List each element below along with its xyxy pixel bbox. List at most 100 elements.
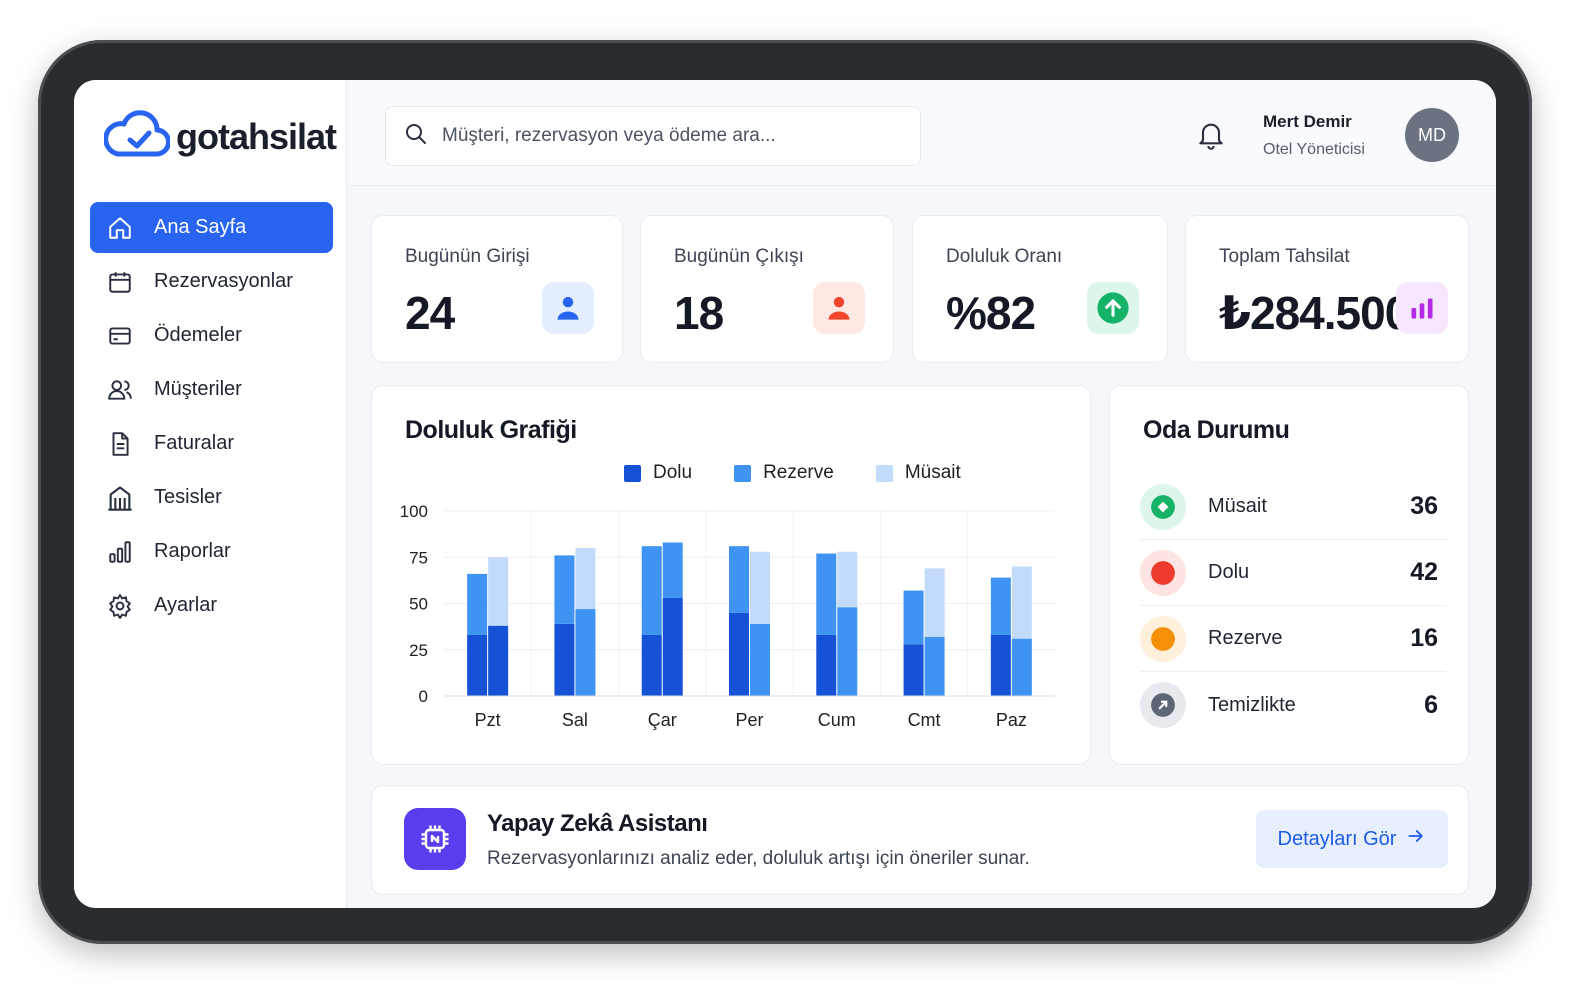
x-tick-label: Paz [996,710,1027,730]
topbar: Mert Demir Otel Yöneticisi MD [347,80,1496,186]
bar-dolu [641,634,662,696]
room-status-row-rezerve[interactable]: Rezerve 16 [1140,606,1446,672]
bar-dolu [903,644,924,696]
cloud-logo-icon [103,110,171,163]
room-status-row-temizlikte[interactable]: Temizlikte 6 [1140,672,1446,738]
sidebar-item-rezervasyonlar[interactable]: Rezervasyonlar [90,256,333,307]
bar-müsait [575,548,596,610]
cleaning-icon [1140,682,1186,728]
sidebar-item-label: Rezervasyonlar [154,270,293,292]
ai-assistant-card: Yapay Zekâ Asistanı Rezervasyonlarınızı … [371,785,1469,895]
search-input[interactable] [442,125,902,147]
details-button[interactable]: Detayları Gör [1256,810,1448,868]
x-tick-label: Per [735,710,763,730]
calendar-icon [106,268,134,296]
chart-legend: Dolu Rezerve Müsait [624,462,961,484]
stat-card-checkin[interactable]: Bugünün Girişi 24 [371,215,623,363]
sidebar-item-raporlar[interactable]: Raporlar [90,526,333,577]
bar-chart-icon [106,538,134,566]
bar-dolu [729,612,749,696]
room-status-title: Oda Durumu [1143,416,1290,444]
legend-label: Rezerve [763,462,834,483]
legend-item-musait[interactable]: Müsait [875,462,961,484]
bar-rezerve [816,553,837,635]
x-tick-label: Cmt [908,710,941,730]
users-icon [106,376,134,404]
bar-rezerve [924,636,945,696]
legend-item-dolu[interactable]: Dolu [624,462,692,484]
user-role: Otel Yöneticisi [1263,141,1365,158]
room-status-count: 6 [1424,690,1438,719]
legend-swatch [734,464,752,482]
room-status-count: 36 [1410,492,1438,520]
sidebar-item-ana-sayfa[interactable]: Ana Sayfa [90,202,333,253]
bar-müsait [837,551,858,608]
user-icon [813,282,865,334]
legend-label: Dolu [653,462,693,483]
user-icon [542,282,594,334]
user-name: Mert Demir [1263,112,1352,131]
room-status-label: Müsait [1208,495,1267,517]
legend-item-rezerve[interactable]: Rezerve [734,462,834,484]
y-tick-label: 25 [409,641,428,660]
sidebar-item-label: Ödemeler [154,324,242,346]
stat-label: Toplam Tahsilat [1219,246,1350,267]
bar-müsait [488,557,509,626]
room-status-row-musait[interactable]: Müsait 36 [1140,474,1446,540]
bar-chart-icon [1396,282,1448,334]
room-status-label: Dolu [1208,561,1250,583]
stat-card-total-collection[interactable]: Toplam Tahsilat ₺284.500 [1185,215,1469,363]
status-dot-icon [1140,549,1186,596]
credit-card-icon [106,322,134,350]
sidebar-item-label: Raporlar [154,540,231,562]
sidebar-item-label: Ana Sayfa [154,216,247,238]
sidebar-item-ayarlar[interactable]: Ayarlar [90,580,333,631]
arrow-up-icon [1087,282,1139,334]
sidebar: gotahsilat Ana Sayfa Rezervasyonlar [74,80,347,908]
bar-rezerve [662,542,683,598]
chart-title: Doluluk Grafiği [405,416,577,444]
document-icon [106,430,134,458]
notification-bell-icon[interactable] [1195,118,1227,155]
stat-label: Bugünün Çıkışı [674,246,804,267]
x-tick-label: Pzt [475,710,501,730]
brand-logo[interactable]: gotahsilat [103,110,337,163]
diamond-icon [1140,483,1186,530]
legend-label: Müsait [904,462,961,483]
sidebar-nav: Ana Sayfa Rezervasyonlar Ödemeler [90,202,333,634]
ai-assistant-description: Rezervasyonlarınızı analiz eder, doluluk… [487,848,1030,869]
sidebar-item-faturalar[interactable]: Faturalar [90,418,333,469]
room-status-card: Oda Durumu Müsait 36 Dolu 42 Rezerve [1109,385,1469,765]
bar-dolu [816,634,837,696]
sidebar-item-label: Tesisler [154,486,222,508]
y-tick-label: 75 [409,548,428,567]
bar-rezerve [575,609,596,696]
room-status-label: Rezerve [1208,627,1283,649]
stat-card-occupancy[interactable]: Doluluk Oranı %82 [912,215,1168,363]
sidebar-item-label: Müşteriler [154,378,242,400]
app-screen: gotahsilat Ana Sayfa Rezervasyonlar [74,80,1496,908]
legend-swatch [875,464,893,482]
bar-müsait [1011,566,1032,639]
status-dot-icon [1140,615,1186,662]
bar-rezerve [467,573,488,635]
arrow-right-icon [1406,826,1426,852]
sidebar-item-musteriler[interactable]: Müşteriler [90,364,333,415]
bar-rezerve [729,546,749,613]
sidebar-item-tesisler[interactable]: Tesisler [90,472,333,523]
sidebar-item-label: Faturalar [154,432,235,454]
user-info[interactable]: Mert Demir Otel Yöneticisi [1263,112,1365,159]
search-bar[interactable] [385,106,921,166]
stat-card-checkout[interactable]: Bugünün Çıkışı 18 [640,215,894,363]
avatar[interactable]: MD [1405,108,1459,162]
sidebar-item-odemeler[interactable]: Ödemeler [90,310,333,361]
ai-chip-icon [404,808,466,870]
stat-label: Bugünün Girişi [405,246,530,267]
tablet-frame: gotahsilat Ana Sayfa Rezervasyonlar [38,40,1532,944]
bar-rezerve [837,607,858,696]
bar-rezerve [990,577,1011,635]
y-tick-label: 100 [400,502,428,521]
stat-value: 18 [674,287,724,339]
room-status-row-dolu[interactable]: Dolu 42 [1140,540,1446,606]
occupancy-bar-chart: 0 25 50 75 100 Pzt Sal Çar Per Cum Cmt Paz [400,502,1055,730]
